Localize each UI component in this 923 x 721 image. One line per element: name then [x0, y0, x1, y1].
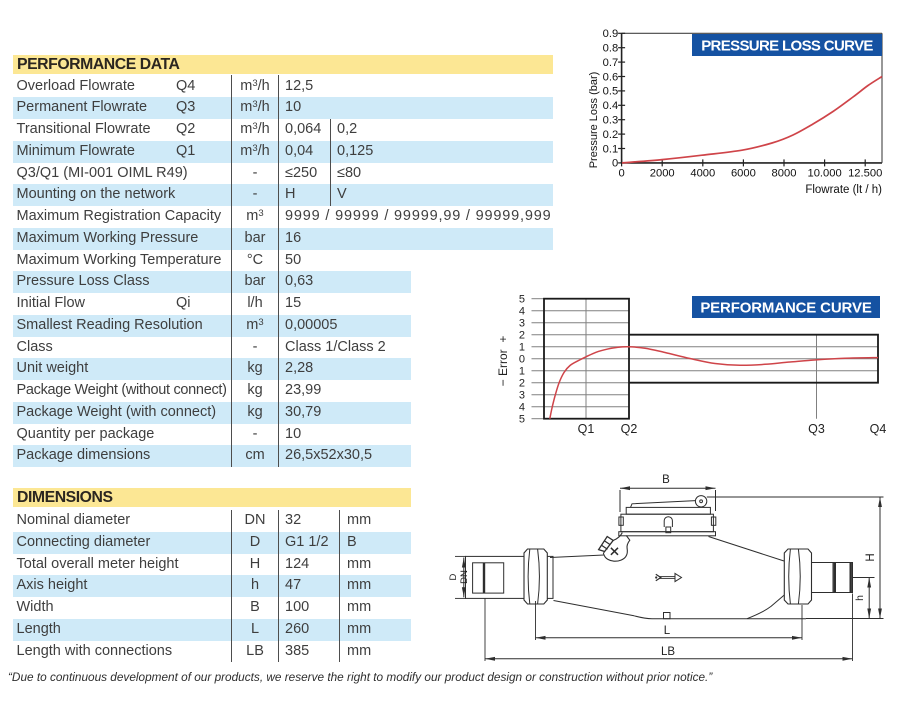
svg-text:2: 2	[519, 329, 525, 341]
svg-text:h: h	[854, 595, 866, 601]
svg-text:LB: LB	[661, 646, 675, 658]
svg-text:Flowrate (lt / h): Flowrate (lt / h)	[805, 184, 882, 196]
svg-text:0.6: 0.6	[603, 71, 619, 83]
svg-text:5: 5	[519, 413, 525, 425]
svg-text:D: D	[448, 573, 459, 580]
svg-text:1: 1	[519, 341, 525, 353]
svg-text:0.9: 0.9	[603, 28, 619, 40]
svg-text:Q4: Q4	[870, 422, 887, 436]
svg-text:DN: DN	[459, 570, 470, 584]
svg-text:0.8: 0.8	[603, 43, 619, 55]
svg-text:H: H	[865, 553, 877, 561]
svg-text:Q2: Q2	[621, 422, 638, 436]
svg-text:10.000: 10.000	[807, 168, 841, 180]
svg-text:0.1: 0.1	[603, 143, 619, 155]
svg-text:1: 1	[519, 365, 525, 377]
svg-text:3: 3	[519, 389, 525, 401]
svg-text:4: 4	[519, 401, 525, 413]
svg-text:8000: 8000	[772, 168, 797, 180]
svg-text:PRESSURE LOSS CURVE: PRESSURE LOSS CURVE	[701, 38, 873, 55]
svg-text:3: 3	[519, 317, 525, 329]
svg-text:Pressure Loss (bar): Pressure Loss (bar)	[588, 72, 600, 169]
svg-text:0.2: 0.2	[603, 129, 619, 141]
svg-text:4: 4	[519, 305, 525, 317]
svg-text:0.3: 0.3	[603, 115, 619, 127]
svg-text:B: B	[662, 474, 670, 486]
svg-text:0: 0	[519, 353, 525, 365]
svg-text:2000: 2000	[650, 168, 675, 180]
svg-text:4000: 4000	[690, 168, 715, 180]
svg-text:2: 2	[519, 377, 525, 389]
svg-text:PERFORMANCE CURVE: PERFORMANCE CURVE	[700, 300, 872, 317]
svg-text:5: 5	[519, 293, 525, 305]
svg-text:Q3: Q3	[808, 422, 825, 436]
svg-text:0: 0	[618, 168, 624, 180]
svg-text:0.4: 0.4	[603, 100, 619, 112]
svg-text:L: L	[664, 625, 671, 637]
svg-text:0: 0	[612, 158, 618, 170]
svg-text:0.7: 0.7	[603, 57, 619, 69]
svg-text:Q1: Q1	[578, 422, 595, 436]
svg-text:12.500: 12.500	[848, 168, 882, 180]
svg-text:0.5: 0.5	[603, 86, 619, 98]
svg-text:− Error +: − Error +	[496, 336, 510, 387]
svg-text:6000: 6000	[731, 168, 756, 180]
